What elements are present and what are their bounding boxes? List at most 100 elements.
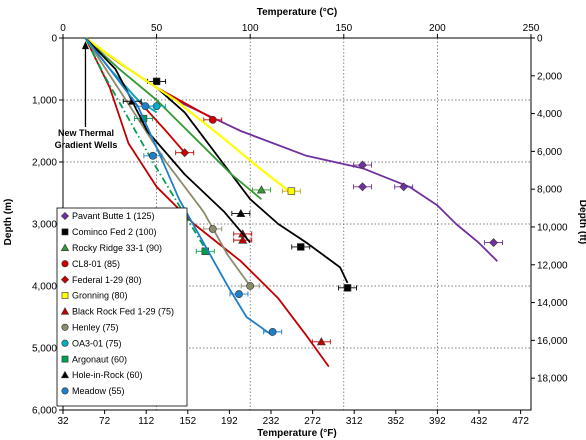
legend-marker — [60, 307, 70, 315]
series-line — [84, 37, 207, 250]
data-point-marker — [246, 282, 255, 290]
right-axis-tick-label: 18,000 — [537, 374, 568, 385]
legend-label: CL8-01 (85) — [72, 259, 120, 269]
tick-layer: 0 50 100 150 200 250 32 72 112 152 192 232 272 312 352… — [32, 23, 568, 427]
legend-item: Black Rock Fed 1-29 (75) — [60, 307, 174, 317]
legend-label: OA3-01 (75) — [72, 338, 122, 348]
left-axis-tick-label: 3,000 — [32, 220, 57, 231]
top-axis-tick-label: 150 — [335, 23, 352, 34]
legend-item: Federal 1-29 (80) — [60, 275, 142, 285]
data-point-marker — [148, 151, 157, 160]
legend-marker — [61, 323, 69, 331]
legend-label: Gronning (80) — [72, 291, 128, 301]
series-layer — [84, 37, 504, 368]
data-point-marker — [399, 182, 409, 192]
data-point-marker — [152, 77, 161, 86]
data-point-marker — [287, 187, 296, 195]
bottom-axis-tick-label: 72 — [99, 416, 111, 427]
top-axis-tick-label: 0 — [60, 23, 66, 34]
legend-marker — [60, 370, 70, 379]
top-axis-tick-label: 200 — [429, 23, 446, 34]
right-axis-tick-label: 14,000 — [537, 298, 568, 309]
data-point-marker — [343, 284, 352, 292]
legend-marker — [60, 243, 70, 251]
legend-item: Hole-in-Rock (60) — [60, 370, 143, 380]
bottom-axis-tick-label: 472 — [512, 416, 529, 427]
annotation: New Thermal Gradient Wells — [55, 41, 117, 150]
right-axis-tick-label: 4,000 — [537, 109, 562, 120]
bottom-axis-tick-label: 232 — [263, 416, 280, 427]
legend-label: Pavant Butte 1 (125) — [72, 211, 155, 221]
data-point-marker — [236, 208, 246, 217]
bottom-axis-tick-label: 432 — [471, 416, 488, 427]
legend-marker — [61, 260, 69, 268]
legend-label: Argonaut (60) — [72, 354, 127, 364]
right-axis-tick-label: 8,000 — [537, 185, 562, 196]
legend-item: Gronning (80) — [61, 291, 128, 301]
bottom-axis-title: Temperature (°F) — [257, 428, 336, 439]
left-axis-tick-label: 0 — [51, 34, 57, 45]
left-axis-tick-label: 6,000 — [32, 406, 57, 417]
right-axis-tick-label: 2,000 — [537, 71, 562, 82]
data-point-marker — [235, 290, 243, 298]
series-6 — [84, 37, 301, 195]
legend-item: Cominco Fed 2 (100) — [61, 227, 157, 237]
legend-label: Cominco Fed 2 (100) — [72, 227, 157, 237]
top-axis-tick-label: 100 — [242, 23, 259, 34]
data-point-marker — [238, 235, 248, 244]
legend-marker — [61, 292, 69, 299]
legend-marker — [61, 228, 69, 236]
left-axis-tick-label: 4,000 — [32, 282, 57, 293]
left-axis-tick-label: 1,000 — [32, 96, 57, 107]
legend-marker — [61, 387, 69, 395]
series-line — [84, 37, 262, 200]
right-axis-tick-label: 12,000 — [537, 260, 568, 271]
series-11 — [84, 37, 251, 244]
bottom-axis-tick-label: 112 — [138, 416, 154, 427]
top-axis-tick-label: 50 — [151, 23, 163, 34]
legend-item: CL8-01 (85) — [61, 259, 120, 269]
legend-item: Rocky Ridge 33-1 (90) — [60, 243, 162, 253]
bottom-axis-tick-label: 32 — [57, 416, 69, 427]
data-point-marker — [141, 102, 150, 111]
series-8 — [84, 37, 260, 290]
series-12 — [84, 37, 283, 337]
data-point-marker — [256, 185, 266, 194]
data-point-marker — [358, 182, 367, 192]
legend-box — [56, 207, 188, 407]
data-point-marker — [358, 160, 367, 170]
data-point-marker — [208, 225, 217, 233]
legend-item: Argonaut (60) — [61, 354, 127, 364]
legend-item: Meadow (55) — [61, 386, 125, 396]
right-axis-tick-label: 0 — [537, 34, 543, 45]
data-point-marker — [489, 238, 498, 248]
legend-label: Federal 1-29 (80) — [72, 275, 142, 285]
top-axis-tick-label: 250 — [523, 23, 540, 34]
legend-item: OA3-01 (75) — [61, 338, 122, 348]
legend-marker — [60, 211, 70, 221]
left-axis-tick-label: 2,000 — [32, 158, 57, 169]
right-axis-tick-label: 6,000 — [537, 147, 562, 158]
data-point-marker — [180, 148, 190, 158]
right-axis-title: Depth (ft) — [577, 200, 586, 244]
legend: Pavant Butte 1 (125) Cominco Fed 2 (100) R… — [56, 207, 188, 407]
bottom-axis-tick-label: 352 — [387, 416, 404, 427]
data-point-marker — [297, 243, 305, 251]
left-axis-tick-label: 5,000 — [32, 344, 57, 355]
annotation-line-1: New Thermal — [58, 128, 114, 138]
legend-label: Rocky Ridge 33-1 (90) — [72, 243, 162, 253]
bottom-axis-tick-label: 392 — [429, 416, 446, 427]
bottom-axis-tick-label: 312 — [346, 416, 363, 427]
series-line — [84, 37, 274, 337]
top-axis-title: Temperature (°C) — [257, 7, 338, 18]
annotation-arrowhead — [81, 41, 89, 50]
right-axis-tick-label: 16,000 — [537, 336, 568, 347]
bottom-axis-tick-label: 192 — [221, 416, 238, 427]
series-line — [84, 37, 251, 244]
bottom-axis-tick-label: 152 — [179, 416, 196, 427]
series-line — [84, 37, 293, 194]
series-3 — [84, 37, 271, 200]
legend-marker — [61, 355, 69, 363]
right-axis-tick-label: 10,000 — [537, 222, 568, 233]
